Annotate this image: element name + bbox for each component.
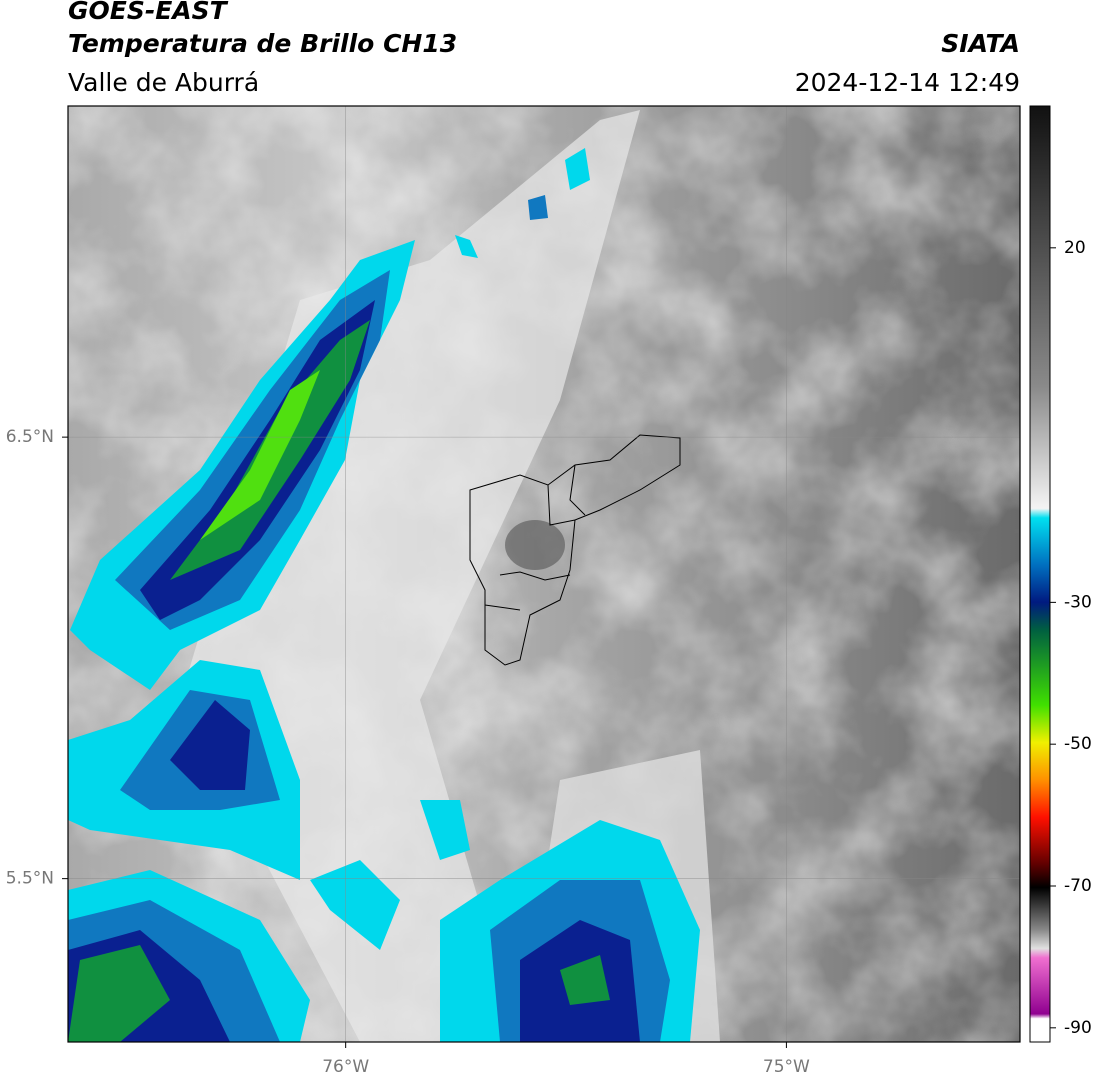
colorbar-tick-label: -90	[1064, 1018, 1092, 1038]
title: GOES-EAST	[68, 0, 229, 25]
colorbar	[1029, 105, 1051, 1043]
x-tick-label: 76°W	[322, 1057, 369, 1077]
colorbar-tick-label: 20	[1064, 238, 1086, 258]
timestamp: 2024-12-14 12:49	[795, 68, 1020, 97]
subtitle: Temperatura de Brillo CH13	[68, 29, 457, 58]
source: SIATA	[941, 29, 1020, 58]
y-tick-label: 6.5°N	[6, 427, 54, 447]
map-frame	[67, 105, 1021, 1043]
colorbar-tick-label: -30	[1064, 592, 1092, 612]
satellite-image	[68, 106, 1020, 1042]
colorbar-tick-label: -70	[1064, 876, 1092, 896]
colorbar-tick-label: -50	[1064, 734, 1092, 754]
region: Valle de Aburrá	[68, 68, 259, 97]
y-tick-label: 5.5°N	[6, 869, 54, 889]
x-tick-label: 75°W	[763, 1057, 810, 1077]
